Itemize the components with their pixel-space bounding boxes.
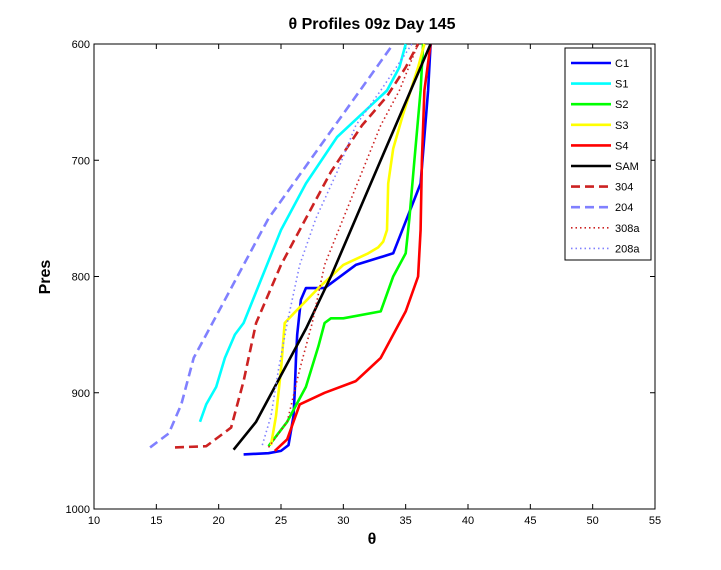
series-line-s1: [198, 43, 407, 423]
x-tick-label: 20: [213, 515, 225, 527]
series-line-s3: [269, 43, 426, 446]
legend-label: SAM: [615, 161, 639, 173]
series-line-s2: [267, 43, 425, 447]
x-axis-label: θ: [368, 531, 377, 548]
series-lines: [149, 43, 432, 456]
series-line-s4: [273, 43, 432, 452]
x-tick-label: 40: [462, 515, 474, 527]
series-line-sam: [232, 43, 432, 451]
x-tick-label: 25: [275, 515, 287, 527]
y-axis-label: Pres: [37, 260, 54, 295]
x-tick-label: 45: [524, 515, 536, 527]
legend-label: S3: [615, 120, 628, 132]
x-tick-label: 50: [587, 515, 599, 527]
x-tick-label: 10: [88, 515, 100, 527]
legend-label: 204: [615, 202, 633, 214]
x-tick-label: 30: [337, 515, 349, 527]
legend-label: S4: [615, 140, 628, 152]
y-tick-label: 1000: [66, 504, 90, 516]
chart-title: θ Profiles 09z Day 145: [289, 16, 456, 33]
y-tick-label: 900: [72, 388, 90, 400]
y-tick-label: 700: [72, 155, 90, 167]
series-line-c1: [243, 43, 432, 456]
x-tick-label: 15: [150, 515, 162, 527]
series-line-208a: [261, 43, 413, 446]
series-line-308a: [267, 43, 419, 448]
y-tick-label: 800: [72, 272, 90, 284]
series-line-204: [149, 43, 395, 449]
x-tick-label: 55: [649, 515, 661, 527]
legend-label: 208a: [615, 243, 640, 255]
plot-area: [93, 43, 656, 510]
legend: C1 S1 S2 S3 S4 SAM 304 204 308a 208a: [564, 47, 652, 261]
legend-label: S1: [615, 79, 628, 91]
legend-label: 308a: [615, 223, 640, 235]
y-tick-label: 600: [72, 39, 90, 51]
legend-label: S2: [615, 99, 628, 111]
y-axis: 600 700 800 900 1000: [66, 39, 655, 516]
legend-label: C1: [615, 58, 629, 70]
legend-label: 304: [615, 182, 633, 194]
x-tick-label: 35: [400, 515, 412, 527]
series-line-304: [174, 43, 420, 449]
x-axis: 10 15 20 25 30 35 40 45 50 55: [88, 44, 661, 527]
